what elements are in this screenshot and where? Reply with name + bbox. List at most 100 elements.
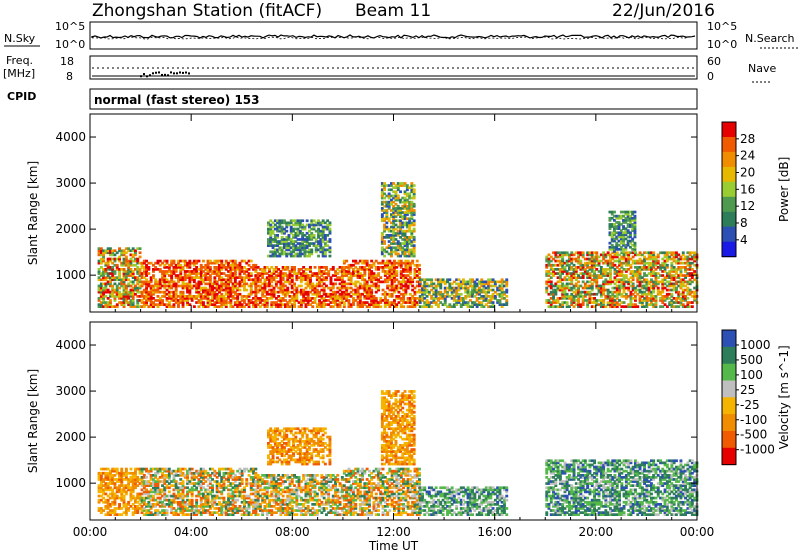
data-cell [604, 268, 608, 271]
data-cell [661, 263, 665, 267]
data-cell [229, 290, 233, 294]
data-cell [617, 223, 621, 226]
data-cell [412, 229, 416, 233]
data-cell [478, 297, 481, 300]
data-cell [404, 266, 408, 269]
data-cell [277, 305, 281, 308]
data-cell [617, 248, 621, 251]
data-cell [190, 272, 194, 275]
data-cell [411, 303, 415, 306]
data-cell [408, 217, 412, 221]
data-cell [500, 290, 504, 294]
data-cell [552, 290, 555, 294]
data-cell [561, 284, 565, 288]
data-cell [403, 207, 407, 210]
data-cell [152, 478, 155, 481]
data-cell [595, 268, 599, 271]
data-cell [192, 263, 196, 267]
data-cell [610, 212, 614, 216]
data-cell [399, 274, 403, 277]
data-cell [679, 272, 683, 275]
data-cell [410, 188, 414, 192]
data-cell [199, 272, 203, 275]
data-cell [565, 251, 569, 255]
data-cell [473, 303, 477, 306]
data-cell [294, 240, 298, 243]
data-cell [322, 288, 326, 292]
data-cell [656, 255, 660, 259]
data-cell [347, 286, 351, 290]
data-cell [113, 270, 117, 273]
data-cell [484, 292, 488, 296]
data-cell [313, 297, 317, 300]
data-cell [231, 297, 235, 300]
data-cell [145, 282, 148, 286]
data-cell [633, 241, 637, 245]
data-cell [249, 266, 253, 269]
data-cell [310, 234, 314, 237]
data-cell [124, 511, 128, 514]
data-cell [240, 276, 244, 279]
data-cell [97, 303, 101, 306]
data-cell [247, 278, 251, 282]
data-cell [218, 270, 221, 273]
data-cell [606, 292, 610, 296]
data-cell [227, 280, 230, 284]
data-cell [134, 259, 137, 263]
data-cell [170, 274, 174, 277]
data-cell [468, 282, 472, 286]
data-cell [363, 297, 367, 300]
data-cell [308, 229, 311, 233]
data-cell [670, 295, 674, 298]
data-cell [136, 301, 140, 304]
data-cell [256, 290, 260, 294]
data-cell [505, 303, 509, 306]
data-cell [277, 272, 281, 275]
data-cell [204, 297, 208, 300]
data-cell [412, 246, 416, 250]
data-cell [279, 286, 283, 290]
data-cell [377, 305, 380, 308]
data-cell [311, 292, 315, 296]
data-cell [654, 272, 658, 275]
data-cell [283, 238, 286, 241]
data-cell [583, 272, 587, 275]
data-cell [568, 276, 571, 279]
data-cell [145, 480, 148, 483]
data-cell [142, 467, 146, 471]
data-cell [211, 272, 214, 275]
data-cell [261, 270, 265, 273]
data-cell [609, 297, 612, 300]
data-cell [233, 282, 237, 286]
data-cell [645, 251, 649, 255]
data-cell [363, 301, 367, 304]
data-cell [627, 278, 631, 282]
data-cell [292, 248, 295, 252]
data-cell [399, 200, 402, 204]
data-cell [549, 301, 553, 304]
data-cell [277, 274, 281, 277]
data-cell [613, 305, 617, 308]
data-cell [618, 259, 621, 263]
data-cell [285, 242, 289, 245]
data-cell [690, 295, 694, 298]
data-cell [380, 194, 384, 198]
data-cell [670, 301, 674, 304]
data-cell [289, 246, 293, 250]
data-cell [645, 297, 649, 300]
data-cell [404, 270, 408, 273]
data-cell [278, 229, 282, 233]
data-cell [613, 227, 616, 230]
data-cell [136, 299, 140, 302]
data-cell [448, 284, 452, 288]
data-cell [581, 263, 585, 267]
data-cell [390, 286, 394, 290]
data-cell [385, 236, 389, 239]
data-cell [606, 297, 610, 300]
data-cell [663, 295, 667, 298]
data-cell [231, 284, 235, 288]
data-cell [292, 242, 295, 245]
data-cell [111, 295, 115, 298]
data-cell [583, 268, 587, 271]
data-cell [131, 494, 135, 498]
